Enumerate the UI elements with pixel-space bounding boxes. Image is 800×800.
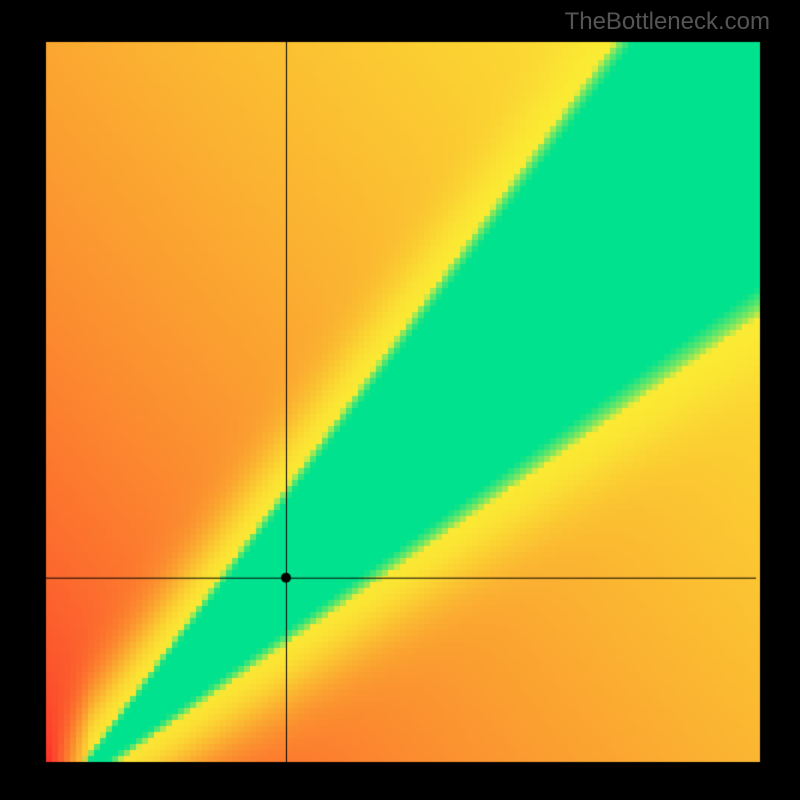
bottleneck-heatmap — [0, 0, 800, 800]
watermark-text: TheBottleneck.com — [565, 8, 770, 36]
chart-container: TheBottleneck.com — [0, 0, 800, 800]
